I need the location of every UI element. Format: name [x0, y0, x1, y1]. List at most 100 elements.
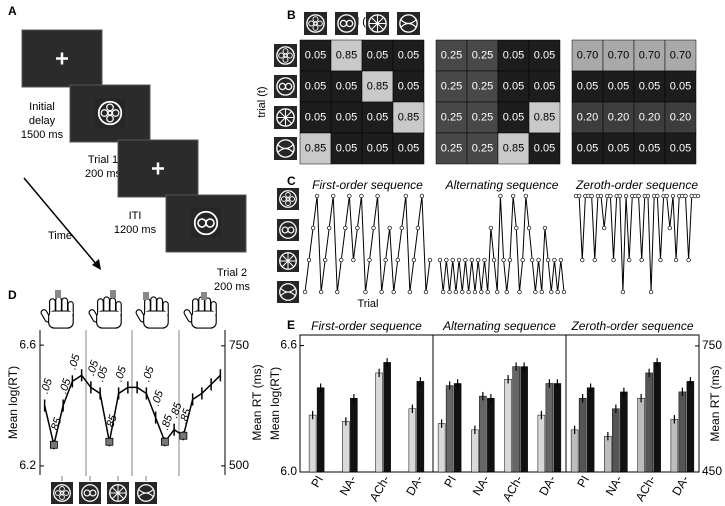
stimulus-icon [274, 137, 297, 160]
stimulus-icon [274, 75, 297, 98]
matrix-cell [497, 39, 530, 72]
sequence-point [395, 257, 400, 263]
sequence-point [419, 193, 425, 199]
bar [620, 391, 628, 473]
sequence-point [602, 225, 607, 231]
axis [39, 330, 226, 475]
panel-label: D [8, 288, 17, 302]
y-tick-label: 6.6 [280, 338, 297, 352]
matrix-cell [528, 70, 561, 103]
sequence-point [555, 289, 560, 295]
cell-value: 0.25 [472, 142, 493, 154]
point-label: .85 [168, 400, 184, 419]
cell-value: 0.05 [305, 49, 326, 61]
sequence-point [323, 257, 328, 263]
sequence-point [403, 193, 408, 199]
sequence-point [347, 193, 352, 199]
x-tick-label: DA- [669, 473, 691, 498]
point-label: .85 [48, 416, 64, 435]
cell-value: 0.05 [503, 49, 524, 61]
matrix-cell [299, 132, 332, 165]
point-label: .05 [85, 358, 101, 377]
matrix-cell [571, 132, 604, 165]
sequence-point [318, 289, 324, 295]
sequence-point [363, 289, 368, 295]
min-marker [49, 440, 58, 449]
bar [670, 419, 679, 473]
cell-value: 0.05 [503, 111, 524, 123]
stimulus-icon [366, 12, 389, 35]
bar [686, 381, 695, 473]
bar [437, 423, 446, 473]
sequence-point [327, 225, 332, 231]
sequence-point [383, 257, 388, 263]
matrix-cell [330, 70, 363, 103]
sequence-point [620, 289, 626, 295]
y-axis-label: Mean log(RT) [6, 366, 20, 439]
cell-value: 0.20 [577, 111, 598, 123]
fixation-cross [152, 162, 164, 175]
matrix-cell [330, 101, 363, 134]
stimulus-icon [277, 219, 299, 241]
sequence-point [695, 193, 701, 199]
screen-caption: Initial [29, 101, 55, 113]
sequence-point [491, 257, 497, 263]
stimulus-icon [277, 250, 299, 272]
matrix-cell [602, 101, 635, 134]
sequence-point [539, 289, 544, 295]
sequence-point [667, 225, 672, 231]
sequence-point [664, 193, 669, 199]
sequence-point [498, 193, 503, 199]
sequence-line [304, 195, 431, 293]
cell-value: 0.85 [336, 49, 357, 61]
y-axis-label: Mean log(RT) [268, 367, 282, 440]
matrix-cell [330, 39, 363, 72]
sequence-point [331, 193, 336, 199]
stimulus-icons-d [51, 482, 157, 504]
sequence-point [576, 193, 582, 199]
y-tick-label: 6.6 [19, 337, 36, 351]
cell-value: 0.05 [608, 142, 629, 154]
point-label: .05 [141, 364, 157, 383]
x-tick-label: PI [308, 473, 326, 490]
bar [545, 383, 554, 473]
y2-tick-label: 750 [702, 338, 722, 352]
y2-tick-label: 450 [702, 464, 722, 478]
matrix-cell [633, 101, 666, 134]
cell-value: 0.20 [608, 111, 629, 123]
sequence-point [441, 289, 446, 295]
sequence-point [542, 225, 548, 231]
sequence-point [536, 257, 541, 263]
cell-value: 0.05 [398, 80, 419, 92]
matrix-cell [528, 39, 561, 72]
sequence-point [456, 257, 462, 263]
bar [586, 387, 595, 473]
bar [653, 362, 661, 473]
sequence-point [507, 257, 513, 263]
matrix-cell [633, 132, 666, 165]
arrow-head [92, 259, 101, 270]
stimulus-icon [397, 12, 420, 35]
chart-title: Zeroth-order sequence [570, 319, 693, 333]
stimulus-icon [277, 281, 299, 303]
arrow-label: Time [48, 230, 72, 242]
sequence-point [399, 225, 404, 231]
bar [537, 414, 546, 473]
bar [570, 429, 579, 473]
sequence-point [608, 193, 613, 199]
sequence-point [501, 257, 506, 263]
matrix-cell [466, 132, 499, 165]
sequence-title: Zeroth-order sequence [575, 178, 698, 192]
point-label: .05 [67, 352, 83, 371]
cell-value: 0.25 [472, 80, 493, 92]
stimulus-icon [191, 208, 221, 238]
cell-value: 0.25 [472, 111, 493, 123]
sequence-point [617, 193, 622, 199]
hand-icons [40, 290, 218, 330]
stimulus-icon [277, 188, 299, 210]
matrix-cell [602, 70, 635, 103]
cell-value: 0.05 [305, 111, 326, 123]
sequence-point [655, 193, 660, 199]
matrix-cell [361, 132, 394, 165]
